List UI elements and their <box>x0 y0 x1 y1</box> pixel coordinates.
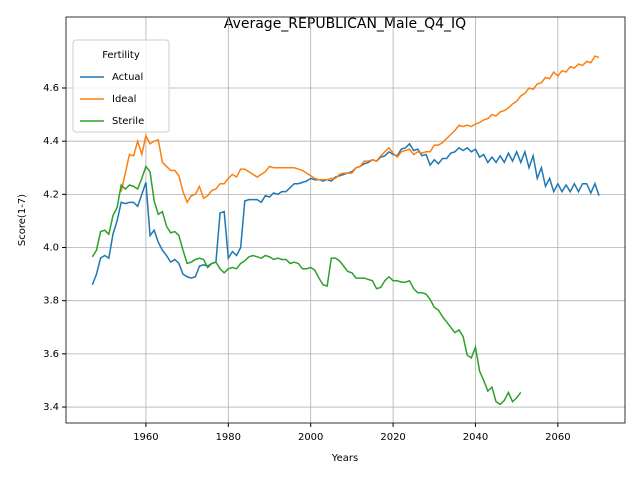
y-tick-label: 3.4 <box>43 402 59 413</box>
y-tick-label: 3.6 <box>43 349 59 360</box>
x-tick-label: 2020 <box>380 432 405 443</box>
y-tick-label: 4.4 <box>43 136 59 147</box>
y-tick-label: 4.2 <box>43 189 59 200</box>
x-tick-label: 2040 <box>463 432 488 443</box>
line-series <box>120 55 600 204</box>
chart-title: Average_REPUBLICAN_Male_Q4_IQ <box>224 16 466 32</box>
legend-label: Sterile <box>112 116 144 127</box>
x-tick-label: 1960 <box>133 432 158 443</box>
x-axis-label: Years <box>331 453 358 464</box>
legend-label: Actual <box>112 72 143 83</box>
y-tick-label: 3.8 <box>43 296 59 307</box>
y-tick-label: 4.0 <box>43 243 59 254</box>
legend-title: Fertility <box>102 50 140 61</box>
line-series <box>91 164 522 406</box>
x-tick-label: 1980 <box>216 432 241 443</box>
x-tick-label: 2060 <box>545 432 570 443</box>
legend-label: Ideal <box>112 94 136 105</box>
y-axis-label: Score(1-7) <box>17 194 28 246</box>
plot-frame <box>65 16 626 424</box>
y-tick-label: 4.6 <box>43 83 59 94</box>
legend-box <box>72 39 170 133</box>
x-tick-label: 2000 <box>298 432 323 443</box>
